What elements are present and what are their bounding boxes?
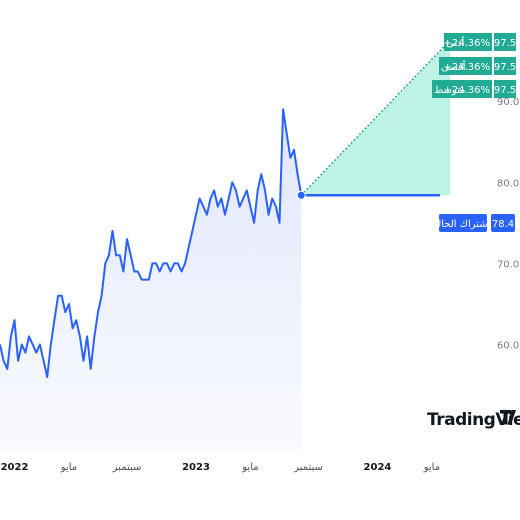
series-line: [0, 108, 303, 378]
tv-logo-icon: [500, 410, 516, 425]
high-label-box: [439, 57, 492, 75]
x-tick-label: سبتمبر: [293, 462, 323, 473]
high-value-box: [494, 57, 516, 75]
current-value-label: الاشتراك الحالي 78.4: [430, 214, 515, 232]
x-tick-label: سبتمبر: [112, 462, 142, 473]
y-axis: 90.0 80.0 70.0 60.0: [497, 97, 519, 351]
x-tick-label: 2023: [182, 462, 210, 473]
avg-value-text: 97.5: [494, 85, 516, 96]
high-label-text: أقصى: [441, 60, 466, 73]
area-layer: [0, 109, 302, 450]
target-labels: +24.36% أدنى 97.5 +24.36% أقصى 97.5 +24.…: [432, 33, 516, 98]
current-point: [296, 190, 306, 200]
x-tick-label: مايو: [423, 462, 440, 473]
area-fill: [0, 109, 302, 450]
y-tick-label: 90.0: [497, 97, 519, 108]
tradingview-logo: TradingView: [427, 410, 520, 430]
high-label-pct: +24.36%: [443, 62, 490, 73]
y-tick-label: 60.0: [497, 341, 519, 352]
line-layer: [0, 108, 306, 378]
x-axis: 2022 مايو سبتمبر 2023 مايو سبتمبر 2024 مايو: [1, 462, 441, 473]
x-tick-label: مايو: [60, 462, 77, 473]
logo-text: TradingView: [427, 410, 520, 430]
high-value-text: 97.5: [494, 62, 516, 73]
avg-label-box: [432, 80, 492, 98]
current-value-text: 78.4: [492, 219, 514, 230]
low-label-pct: +24.36%: [443, 38, 490, 49]
low-label-text: أدنى: [446, 36, 465, 49]
x-tick-label: 2022: [1, 462, 29, 473]
y-tick-label: 80.0: [497, 178, 519, 189]
low-value-text: 97.5: [494, 38, 516, 49]
current-label-box: [439, 214, 487, 232]
avg-value-box: [494, 80, 516, 98]
current-label-text: الاشتراك الحالي: [430, 219, 496, 230]
x-tick-label: 2024: [364, 462, 392, 473]
projection-layer: [300, 39, 451, 197]
current-value-box: [491, 214, 515, 232]
low-value-box: [494, 33, 516, 51]
avg-label-text: متوسط: [434, 85, 465, 96]
x-tick-label: مايو: [241, 462, 258, 473]
y-tick-label: 70.0: [497, 259, 519, 270]
avg-label-pct: +24.36%: [443, 85, 490, 96]
low-label-box: [444, 33, 492, 51]
